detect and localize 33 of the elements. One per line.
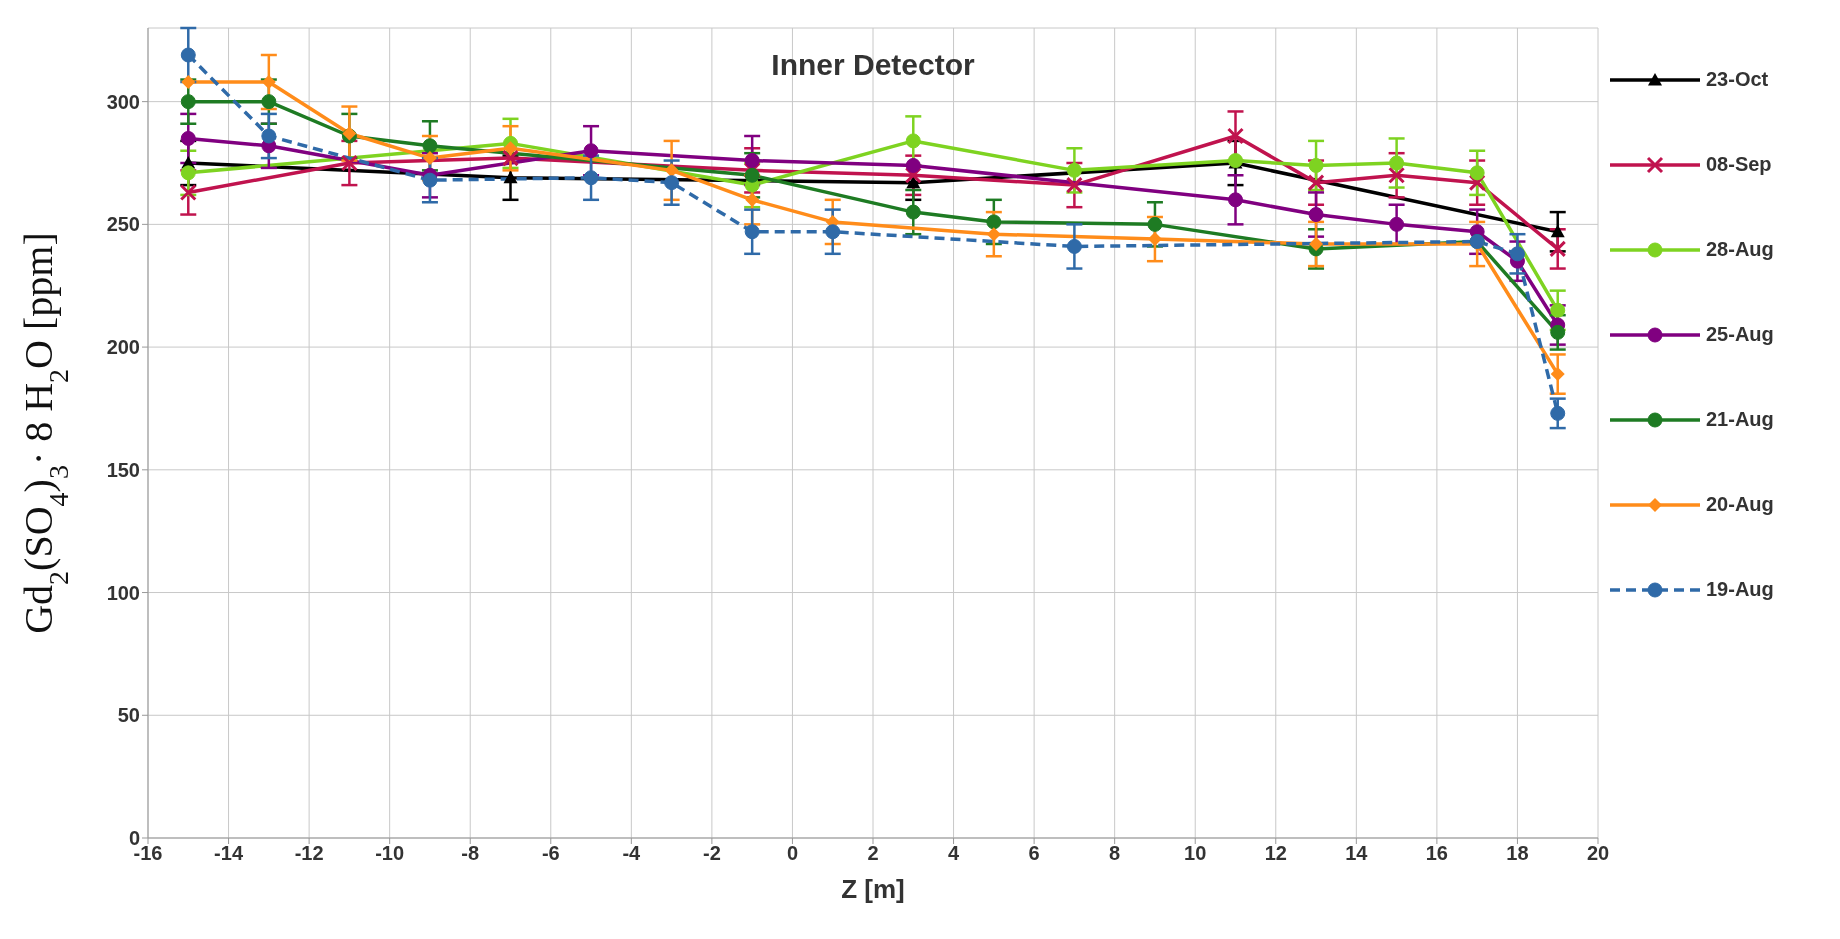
y-tick-label: 50 <box>117 704 140 727</box>
legend-label: 08-Sep <box>1706 153 1772 176</box>
legend-label: 25-Aug <box>1706 323 1774 346</box>
x-tick-label: -14 <box>214 842 244 865</box>
x-tick-label: 0 <box>786 842 799 865</box>
x-tick-label: -4 <box>622 842 642 865</box>
y-tick-label: 150 <box>106 458 140 481</box>
x-tick-label: -8 <box>461 842 480 865</box>
x-tick-label: 16 <box>1425 842 1449 865</box>
x-tick-label: 6 <box>1028 842 1040 865</box>
x-tick-label: -2 <box>702 842 721 865</box>
legend-label: 20-Aug <box>1706 493 1774 516</box>
x-tick-label: 12 <box>1264 842 1287 865</box>
y-tick-label: 100 <box>106 581 140 604</box>
y-tick-label: 300 <box>106 90 140 113</box>
x-tick-label: 18 <box>1506 842 1529 865</box>
x-axis-title: Z [m] <box>840 874 906 905</box>
x-tick-label: -10 <box>375 842 405 865</box>
legend-label: 23-Oct <box>1706 68 1769 91</box>
x-tick-label: 4 <box>947 842 960 865</box>
y-tick-label: 200 <box>106 336 140 359</box>
x-tick-label: 8 <box>1109 842 1121 865</box>
x-tick-label: 10 <box>1184 842 1207 865</box>
legend-label: 28-Aug <box>1706 238 1774 261</box>
legend-label: 19-Aug <box>1706 578 1774 601</box>
text: Inner Detector <box>770 48 976 82</box>
x-tick-label: -6 <box>541 842 560 865</box>
legend-label: 21-Aug <box>1706 408 1774 431</box>
x-tick-label: -12 <box>294 842 324 865</box>
x-tick-label: 20 <box>1586 842 1610 865</box>
x-tick-label: 14 <box>1345 842 1369 865</box>
x-tick-label: 2 <box>867 842 879 865</box>
y-tick-label: 250 <box>106 213 140 236</box>
